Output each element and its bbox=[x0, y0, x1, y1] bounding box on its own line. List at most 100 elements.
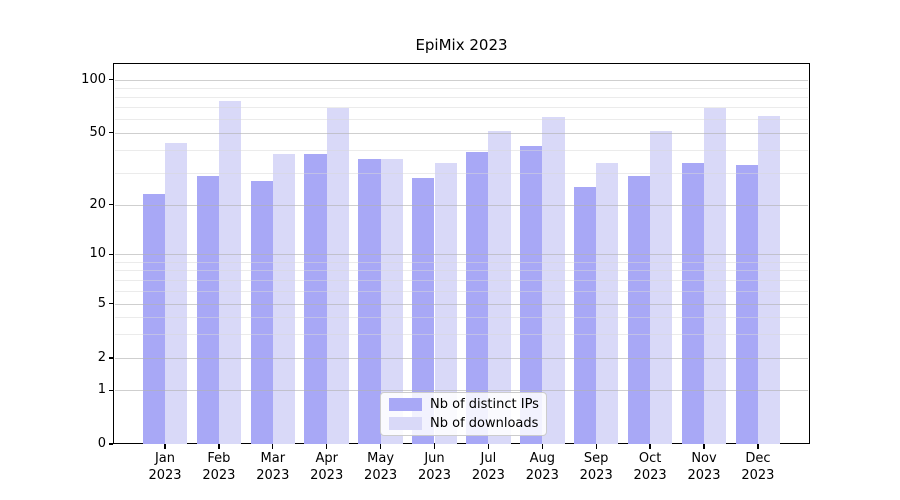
x-tick-label: Aug 2023 bbox=[507, 450, 577, 484]
bar-jul-downloads bbox=[488, 131, 511, 444]
y-tick-label: 50 bbox=[89, 124, 106, 140]
bar-feb-distinct-ips bbox=[196, 175, 219, 444]
x-tick-year: 2023 bbox=[417, 468, 452, 483]
bar-jun-downloads bbox=[434, 163, 457, 444]
x-tick-year: 2023 bbox=[310, 468, 344, 483]
x-tick-mark bbox=[541, 444, 543, 449]
y-gridline-minor bbox=[114, 96, 809, 98]
y-tick-label: 1 bbox=[97, 382, 106, 398]
x-tick-month: Oct bbox=[638, 451, 662, 466]
bar-jul-distinct-ips bbox=[466, 152, 489, 444]
x-tick-mark bbox=[433, 444, 436, 449]
bar-nov-downloads bbox=[704, 108, 727, 444]
x-tick-month: Dec bbox=[745, 451, 771, 466]
x-tick-month: Nov bbox=[691, 451, 717, 466]
x-tick-year: 2023 bbox=[633, 468, 667, 483]
x-tick-mark bbox=[164, 444, 166, 449]
legend-swatch-icon bbox=[389, 417, 422, 431]
y-gridline-minor bbox=[114, 150, 809, 152]
y-gridline-minor bbox=[114, 87, 809, 89]
y-gridline-minor bbox=[114, 316, 809, 318]
x-tick-mark bbox=[218, 444, 220, 449]
y-tick-label: 10 bbox=[89, 246, 106, 262]
bar-may-distinct-ips bbox=[358, 158, 381, 444]
y-tick-mark bbox=[108, 443, 113, 445]
x-tick-label: Jul 2023 bbox=[453, 450, 523, 484]
y-gridline-minor bbox=[114, 279, 809, 281]
y-tick-mark bbox=[108, 389, 113, 391]
x-tick-mark bbox=[757, 444, 759, 449]
y-gridline-major bbox=[114, 358, 809, 360]
y-gridline-minor bbox=[114, 270, 809, 272]
x-tick-month: Feb bbox=[207, 451, 231, 466]
x-tick-month: Jan bbox=[154, 451, 176, 466]
bar-oct-downloads bbox=[650, 131, 673, 444]
x-tick-mark bbox=[649, 444, 651, 449]
bar-oct-distinct-ips bbox=[627, 175, 651, 444]
y-tick-mark bbox=[108, 132, 113, 134]
x-tick-month: Jul bbox=[480, 451, 497, 466]
x-tick-month: Aug bbox=[529, 451, 555, 466]
y-tick-mark bbox=[108, 204, 113, 206]
y-tick-label: 5 bbox=[97, 295, 106, 311]
bar-nov-distinct-ips bbox=[681, 163, 704, 444]
x-tick-month: Sep bbox=[583, 451, 609, 466]
bar-apr-distinct-ips bbox=[304, 154, 327, 444]
x-tick-label: Feb 2023 bbox=[184, 450, 254, 484]
x-tick-year: 2023 bbox=[364, 468, 398, 483]
x-tick-mark bbox=[326, 444, 328, 449]
x-tick-month: Jun bbox=[424, 451, 445, 466]
bar-aug-distinct-ips bbox=[520, 146, 543, 444]
x-tick-year: 2023 bbox=[202, 468, 236, 483]
bar-mar-downloads bbox=[272, 154, 296, 444]
bar-jun-distinct-ips bbox=[412, 178, 435, 444]
x-tick-label: Dec 2023 bbox=[723, 450, 793, 484]
bar-sep-distinct-ips bbox=[573, 187, 597, 444]
x-tick-year: 2023 bbox=[525, 468, 559, 483]
y-gridline-major bbox=[114, 79, 809, 81]
bar-apr-downloads bbox=[326, 108, 349, 444]
x-tick-label: Apr 2023 bbox=[292, 450, 362, 484]
bar-jan-distinct-ips bbox=[142, 193, 165, 444]
x-tick-month: May bbox=[367, 451, 395, 466]
x-tick-year: 2023 bbox=[579, 468, 613, 483]
legend-swatch-icon bbox=[389, 398, 422, 412]
y-tick-mark bbox=[108, 357, 113, 359]
y-gridline-minor bbox=[114, 106, 809, 108]
bar-jan-downloads bbox=[165, 142, 188, 444]
x-tick-label: Mar 2023 bbox=[238, 450, 308, 484]
x-tick-year: 2023 bbox=[148, 468, 182, 483]
x-tick-label: May 2023 bbox=[346, 450, 416, 484]
x-tick-month: Apr bbox=[315, 451, 338, 466]
x-tick-mark bbox=[487, 444, 490, 449]
y-gridline-minor bbox=[114, 172, 809, 174]
y-gridline-major bbox=[114, 132, 809, 134]
x-tick-label: Nov 2023 bbox=[669, 450, 739, 484]
y-tick-label: 100 bbox=[81, 71, 106, 87]
y-gridline-major bbox=[114, 204, 809, 206]
x-tick-label: Jan 2023 bbox=[130, 450, 200, 484]
legend-item-distinct-ips: Nb of distinct IPs bbox=[389, 397, 539, 413]
x-tick-mark bbox=[703, 444, 705, 449]
x-tick-year: 2023 bbox=[687, 468, 721, 483]
x-tick-mark bbox=[595, 444, 597, 449]
chart-title: EpiMix 2023 bbox=[415, 36, 508, 54]
legend-item-downloads: Nb of downloads bbox=[389, 416, 538, 431]
x-tick-label: Sep 2023 bbox=[561, 450, 631, 484]
y-gridline-minor bbox=[114, 333, 809, 335]
legend-label: Nb of distinct IPs bbox=[430, 397, 539, 413]
bar-sep-downloads bbox=[596, 163, 619, 444]
y-gridline-minor bbox=[114, 261, 809, 263]
y-gridline-minor bbox=[114, 118, 809, 120]
y-tick-mark bbox=[108, 253, 113, 255]
legend: Nb of distinct IPs Nb of downloads bbox=[380, 392, 547, 437]
y-gridline-major bbox=[114, 254, 809, 256]
x-tick-year: 2023 bbox=[256, 468, 290, 483]
bar-may-downloads bbox=[380, 158, 403, 444]
x-tick-mark bbox=[379, 444, 382, 449]
x-tick-year: 2023 bbox=[741, 468, 775, 483]
bar-aug-downloads bbox=[542, 117, 565, 444]
x-tick-label: Oct 2023 bbox=[615, 450, 685, 484]
y-gridline-major bbox=[114, 303, 809, 305]
